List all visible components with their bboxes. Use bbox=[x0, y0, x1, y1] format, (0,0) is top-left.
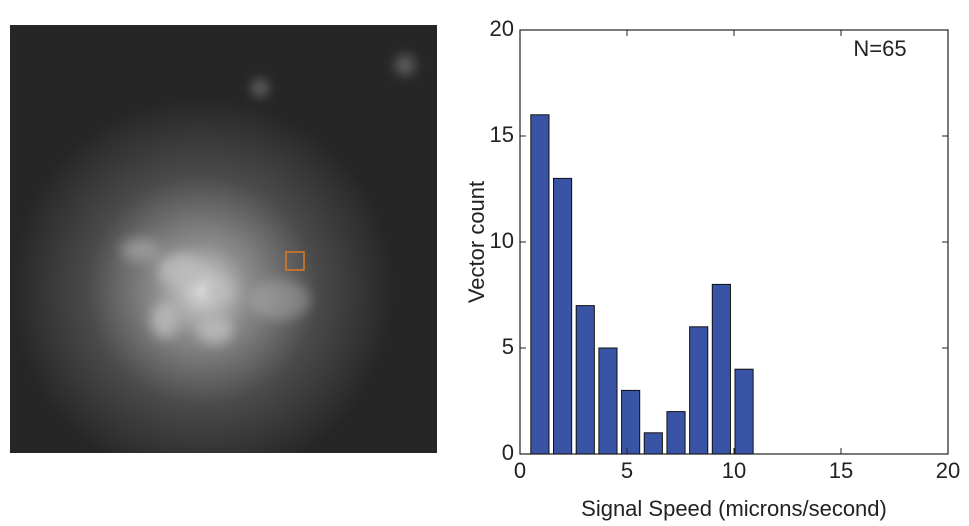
bar bbox=[530, 114, 550, 455]
bar bbox=[711, 283, 731, 455]
y-tick-label: 10 bbox=[490, 228, 514, 253]
bar bbox=[643, 432, 663, 455]
annotation: N=65 bbox=[853, 36, 906, 61]
bar bbox=[575, 305, 595, 455]
bar bbox=[689, 326, 709, 455]
x-tick-label: 0 bbox=[514, 458, 526, 483]
y-tick-label: 5 bbox=[502, 334, 514, 359]
micrograph bbox=[10, 25, 437, 453]
bar bbox=[598, 347, 618, 455]
bar bbox=[666, 411, 686, 455]
roi-box bbox=[285, 251, 305, 271]
y-tick-label: 20 bbox=[490, 16, 514, 41]
x-tick-label: 5 bbox=[621, 458, 633, 483]
x-tick-label: 15 bbox=[829, 458, 853, 483]
bar bbox=[553, 177, 573, 455]
bar bbox=[621, 389, 641, 455]
y-tick-label: 0 bbox=[502, 440, 514, 465]
y-axis-label: Vector count bbox=[464, 181, 489, 303]
x-tick-label: 20 bbox=[936, 458, 960, 483]
x-tick-label: 10 bbox=[722, 458, 746, 483]
bar bbox=[734, 368, 754, 455]
y-tick-label: 15 bbox=[490, 122, 514, 147]
x-axis-label: Signal Speed (microns/second) bbox=[581, 496, 887, 521]
